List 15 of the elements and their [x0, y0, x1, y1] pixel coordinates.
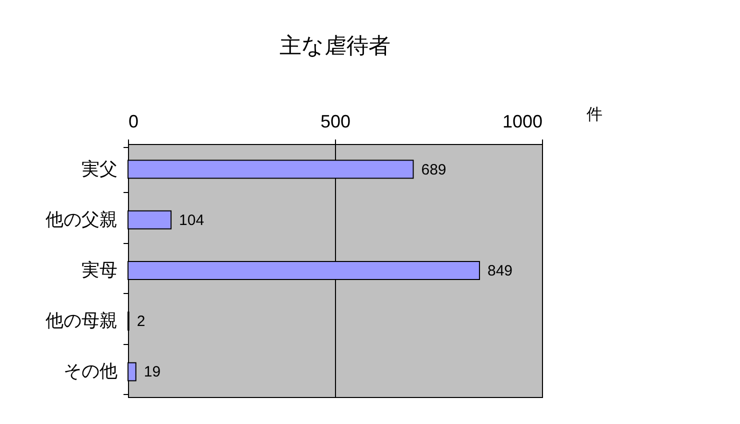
- y-tick-label: 実父: [82, 158, 118, 179]
- data-label: 689: [421, 161, 446, 178]
- x-axis-title: 件: [586, 106, 602, 124]
- y-tick-label: 他の母親: [46, 310, 118, 331]
- y-tick-label: 他の父親: [46, 209, 118, 230]
- y-tick-label: その他: [64, 361, 118, 382]
- x-tick-label: 1000: [502, 112, 542, 132]
- data-label: 2: [136, 313, 146, 330]
- data-label: 104: [179, 212, 204, 229]
- x-tick-label: 500: [320, 112, 351, 132]
- y-tick-label: 実母: [82, 260, 118, 280]
- chart-title: 主な虐待者: [280, 33, 390, 58]
- data-label: 19: [144, 364, 161, 381]
- data-label: 849: [487, 262, 513, 280]
- x-tick-label: 0: [128, 112, 139, 132]
